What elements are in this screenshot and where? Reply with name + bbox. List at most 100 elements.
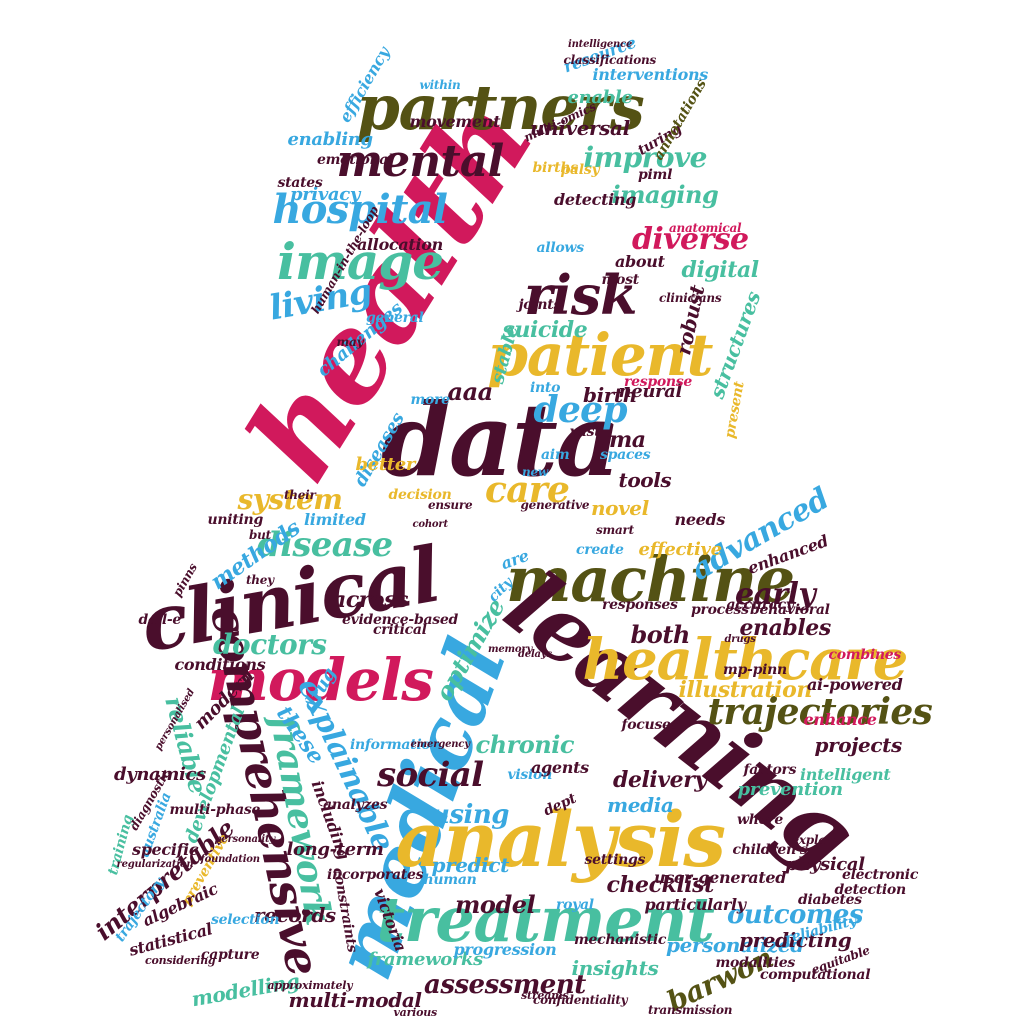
cloud-word: where bbox=[737, 812, 784, 828]
cloud-word: considering bbox=[145, 953, 216, 967]
cloud-word: frameworks bbox=[367, 949, 484, 970]
cloud-word: detection bbox=[834, 882, 907, 898]
cloud-word: personalized bbox=[666, 933, 804, 957]
cloud-word: hospital bbox=[272, 186, 448, 233]
cloud-word: dall-e bbox=[138, 612, 182, 628]
cloud-word: conditions bbox=[174, 655, 266, 674]
cloud-word: states bbox=[277, 175, 323, 191]
cloud-word: predicting bbox=[739, 928, 852, 952]
cloud-word: capture bbox=[201, 947, 260, 963]
cloud-word: emotional bbox=[317, 152, 394, 168]
cloud-word: transmission bbox=[648, 1003, 733, 1017]
cloud-word: multi-phase bbox=[169, 802, 261, 818]
cloud-word: confidentiality bbox=[533, 993, 628, 1007]
cloud-word: their bbox=[284, 488, 316, 502]
cloud-word: improve bbox=[583, 141, 708, 174]
cloud-word: royal bbox=[556, 897, 594, 913]
cloud-word: data bbox=[381, 381, 621, 499]
cloud-word: about bbox=[615, 252, 665, 271]
cloud-word: progression bbox=[453, 940, 557, 959]
cloud-word: drugs bbox=[724, 634, 756, 645]
cloud-word: memory bbox=[488, 644, 533, 655]
cloud-word: delivery bbox=[613, 767, 707, 793]
cloud-word: records bbox=[254, 903, 336, 927]
cloud-word: digital bbox=[681, 257, 760, 283]
cloud-word: specific bbox=[132, 840, 199, 859]
cloud-word: cohort bbox=[412, 519, 449, 530]
cloud-word: checklist bbox=[606, 872, 715, 898]
cloud-word: interventions bbox=[592, 65, 709, 84]
cloud-word: human bbox=[423, 872, 477, 888]
cloud-word: media bbox=[607, 793, 674, 817]
cloud-word: personality bbox=[214, 834, 276, 845]
cloud-word: diabetes bbox=[798, 892, 862, 908]
cloud-word: vision bbox=[507, 767, 553, 783]
cloud-word: deep bbox=[533, 389, 628, 431]
cloud-word: universal bbox=[530, 116, 630, 140]
cloud-word: factors bbox=[743, 762, 797, 778]
cloud-word: process bbox=[691, 602, 749, 618]
cloud-word: create bbox=[576, 542, 624, 558]
cloud-word: aaa bbox=[447, 377, 494, 406]
cloud-word: mp-pinn bbox=[723, 662, 787, 678]
cloud-word: approximately bbox=[267, 978, 353, 992]
cloud-word: social bbox=[377, 755, 484, 795]
cloud-word: long-term bbox=[286, 839, 384, 860]
cloud-word: gma bbox=[594, 427, 646, 453]
cloud-word: illustration bbox=[678, 677, 813, 703]
cloud-word: birth bbox=[583, 383, 637, 407]
cloud-word: joints bbox=[518, 297, 562, 313]
cloud-word: uniting bbox=[207, 512, 264, 528]
cloud-word: analysis bbox=[395, 795, 727, 884]
cloud-word: predict bbox=[431, 853, 510, 877]
cloud-word: needs bbox=[674, 510, 726, 529]
cloud-word: modalities bbox=[715, 955, 796, 971]
cloud-word: foundation bbox=[200, 854, 261, 865]
cloud-word: agents bbox=[531, 758, 589, 777]
cloud-word: they bbox=[246, 573, 274, 587]
cloud-word: outcomes bbox=[727, 900, 863, 930]
cloud-word: analyzes bbox=[323, 797, 388, 813]
cloud-word: explain bbox=[791, 833, 839, 847]
cloud-word: effective bbox=[638, 539, 723, 560]
cloud-word: imaging bbox=[611, 180, 719, 209]
cloud-word: within bbox=[419, 78, 461, 92]
cloud-word: into bbox=[530, 380, 561, 396]
cloud-word: incorporates bbox=[327, 867, 424, 883]
cloud-word: chronic bbox=[475, 730, 575, 759]
cloud-word: piml bbox=[638, 167, 673, 183]
cloud-word: system bbox=[237, 483, 343, 516]
cloud-word: trajectories bbox=[707, 691, 933, 733]
cloud-word: palsy bbox=[560, 162, 600, 178]
cloud-word: children's bbox=[732, 842, 808, 858]
cloud-word: disease bbox=[257, 525, 393, 565]
cloud-word: classifications bbox=[563, 53, 657, 67]
cloud-word: machine bbox=[506, 543, 795, 616]
cloud-word: general bbox=[366, 310, 424, 326]
cloud-word: risk bbox=[524, 263, 638, 327]
cloud-word: healthcare bbox=[582, 627, 909, 693]
cloud-word: critical bbox=[373, 622, 427, 638]
cloud-word: evidence-based bbox=[342, 612, 458, 628]
cloud-word: particularly bbox=[644, 895, 747, 914]
cloud-word: various bbox=[393, 1005, 438, 1019]
cloud-word: most bbox=[601, 272, 640, 288]
cloud-word: detecting bbox=[554, 190, 637, 209]
cloud-word: decision bbox=[388, 487, 452, 503]
cloud-word: streams bbox=[521, 988, 569, 1002]
cloud-word: ensure bbox=[428, 498, 473, 512]
cloud-word: may bbox=[336, 335, 364, 349]
cloud-word: intelligence bbox=[568, 39, 633, 50]
cloud-word: diverse bbox=[632, 222, 749, 257]
cloud-word: privacy bbox=[290, 184, 360, 205]
cloud-word: image bbox=[277, 232, 444, 291]
cloud-word: using bbox=[431, 800, 509, 830]
cloud-word: settings bbox=[584, 852, 646, 868]
cloud-word: births bbox=[532, 160, 579, 176]
cloud-word: emergency bbox=[410, 739, 471, 750]
cloud-word: combines bbox=[828, 647, 902, 663]
cloud-word: early bbox=[735, 577, 816, 612]
cloud-word: aim bbox=[541, 447, 570, 463]
cloud-word: allocation bbox=[357, 235, 443, 254]
